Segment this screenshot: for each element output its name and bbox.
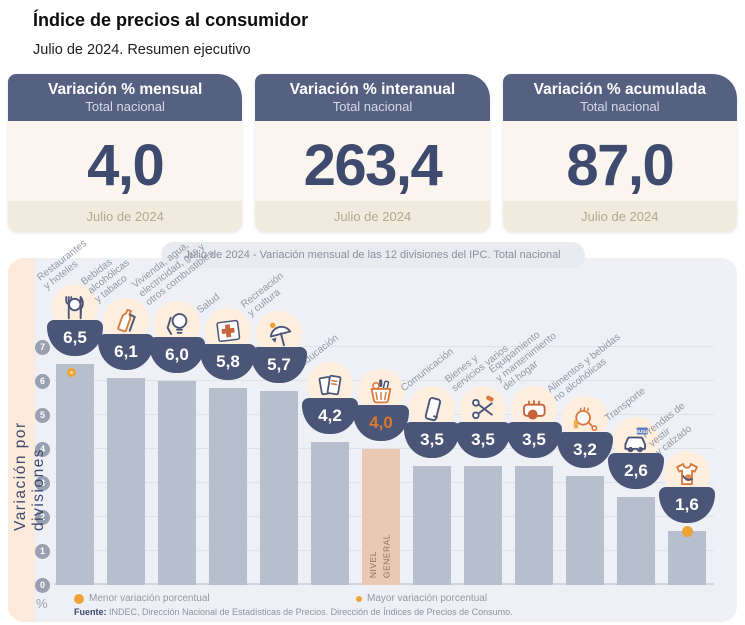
mayor-variacion-marker xyxy=(67,368,76,377)
value-badge: 6,0 xyxy=(149,337,205,373)
value-badge: 6,5 xyxy=(47,320,103,356)
kpi-card-header: Variación % acumulada Total nacional xyxy=(502,74,737,121)
bar xyxy=(260,391,298,585)
bar-nivel-general: NIVEL GENERAL xyxy=(362,449,400,585)
legend-label: Mayor variación porcentual xyxy=(367,593,488,604)
source-note-text: INDEC, Dirección Nacional de Estadística… xyxy=(106,607,513,617)
value-badge: 3,5 xyxy=(455,422,511,458)
kpi-value: 4,0 xyxy=(87,133,165,198)
bar xyxy=(56,364,94,585)
menor-variacion-marker xyxy=(681,525,693,537)
bar xyxy=(566,476,604,585)
legend-item-menor: Menor variación porcentual xyxy=(74,593,210,604)
y-axis-tick: 6 xyxy=(35,373,50,389)
kpi-card-title: Variación % interanual xyxy=(289,81,456,99)
value-badge: 2,6 xyxy=(608,452,664,489)
gridline xyxy=(54,346,714,347)
value-badge: 5,7 xyxy=(251,347,307,384)
kpi-card-interanual: Variación % interanual Total nacional 26… xyxy=(255,74,490,232)
bar-chart: 0 1 2 3 4 5 6 7 6,5 Restaurantes y hoteles 6,1 Bebi… xyxy=(8,238,737,622)
value-badge: 6,1 xyxy=(98,333,154,370)
y-axis-tick: 2 xyxy=(35,509,50,525)
kpi-value: 263,4 xyxy=(303,133,443,198)
source-note-label: Fuente: xyxy=(74,607,107,617)
kpi-card-subtitle: Total nacional xyxy=(85,99,165,115)
value-badge: 4,0 xyxy=(353,405,409,441)
bar xyxy=(464,466,502,585)
kpi-card-subtitle: Total nacional xyxy=(580,99,660,115)
legend-item-mayor: Mayor variación porcentual xyxy=(356,593,487,604)
svg-text:SUBE: SUBE xyxy=(636,428,649,433)
y-axis-tick: 5 xyxy=(35,407,50,423)
kpi-card-header: Variación % mensual Total nacional xyxy=(8,74,243,121)
bar-inner-label: NIVEL GENERAL xyxy=(368,533,392,578)
bar xyxy=(311,442,349,585)
kpi-period: Julio de 2024 xyxy=(502,201,737,232)
bar xyxy=(413,466,451,585)
kpi-card-header: Variación % interanual Total nacional xyxy=(255,74,490,121)
kpi-card-subtitle: Total nacional xyxy=(332,99,413,115)
y-axis-tick: 7 xyxy=(35,339,50,355)
value-badge: 5,8 xyxy=(200,343,256,380)
value-badge: 3,2 xyxy=(557,432,613,469)
value-badge: 1,6 xyxy=(659,486,715,523)
y-axis-label: Variación por divisiones xyxy=(12,421,47,531)
legend-label: Menor variación porcentual xyxy=(89,593,210,604)
kpi-period: Julio de 2024 xyxy=(255,201,490,232)
page-title: Índice de precios al consumidor xyxy=(33,10,309,30)
bar xyxy=(158,381,196,585)
source-note: Fuente: INDEC, Dirección Nacional de Est… xyxy=(74,607,513,617)
kpi-card-mensual: Variación % mensual Total nacional 4,0 J… xyxy=(8,74,243,232)
page-subtitle: Julio de 2024. Resumen ejecutivo xyxy=(33,42,251,58)
y-axis-tick: 4 xyxy=(35,441,50,457)
bar xyxy=(668,530,706,585)
ring-dot-icon xyxy=(356,595,362,602)
bar xyxy=(209,387,247,585)
bar xyxy=(515,466,553,585)
kpi-card-acumulada: Variación % acumulada Total nacional 87,… xyxy=(502,74,737,232)
y-axis-strip xyxy=(8,258,35,622)
kpi-period: Julio de 2024 xyxy=(8,201,243,232)
value-badge: 4,2 xyxy=(302,398,358,435)
summary-cards: Variación % mensual Total nacional 4,0 J… xyxy=(8,74,737,232)
y-axis-tick: 0 xyxy=(35,577,50,593)
value-badge: 3,5 xyxy=(404,422,460,458)
bar xyxy=(617,496,655,585)
chart-title: Julio de 2024 - Variación mensual de las… xyxy=(160,242,585,268)
kpi-card-title: Variación % acumulada xyxy=(533,81,706,99)
solid-dot-icon xyxy=(74,593,84,604)
y-axis-tick: 3 xyxy=(35,475,50,491)
value-badge: 3,5 xyxy=(506,422,562,458)
kpi-card-title: Variación % mensual xyxy=(48,81,203,99)
chart-panel: Julio de 2024 - Variación mensual de las… xyxy=(8,238,737,622)
y-axis-unit: % xyxy=(36,596,48,611)
y-axis-tick: 1 xyxy=(35,543,50,559)
gridline xyxy=(54,448,714,449)
bar xyxy=(107,377,145,585)
kpi-value: 87,0 xyxy=(566,133,674,198)
